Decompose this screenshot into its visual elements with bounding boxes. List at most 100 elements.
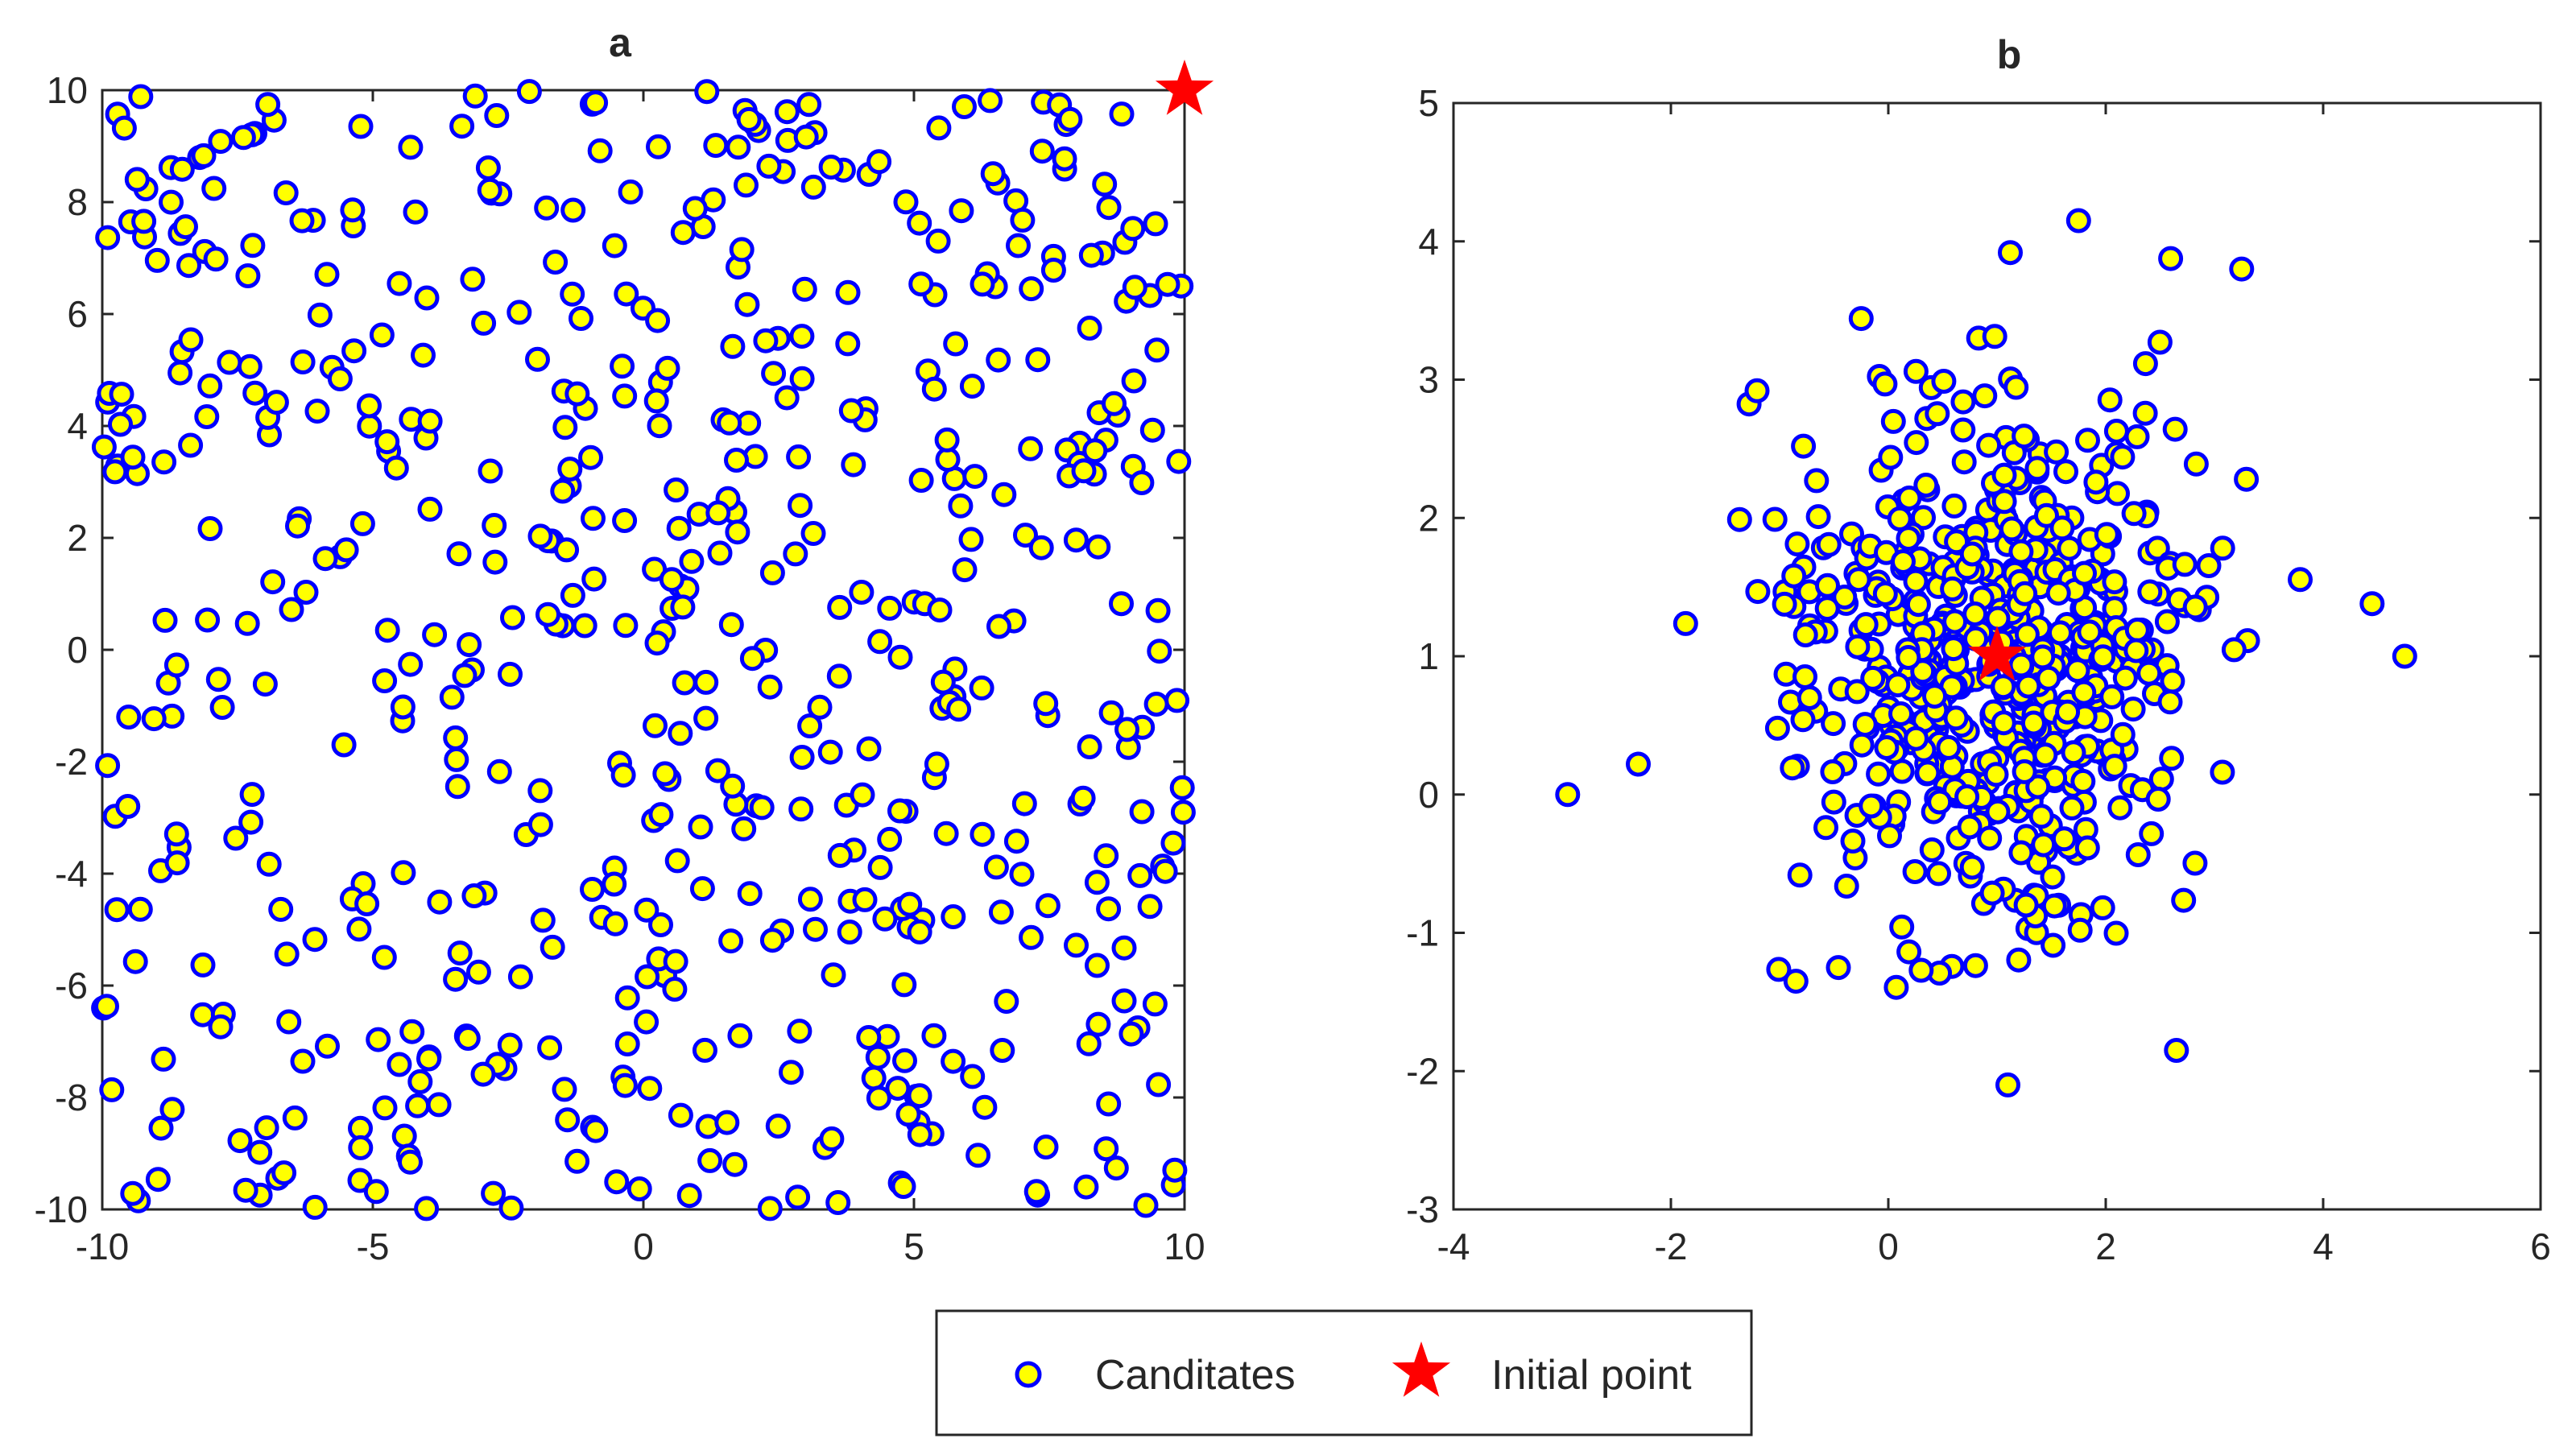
candidate-point bbox=[234, 610, 260, 636]
candidate-point bbox=[720, 333, 746, 359]
candidate-point bbox=[1673, 610, 1698, 636]
candidate-point bbox=[1927, 789, 1953, 815]
candidate-point bbox=[443, 966, 469, 992]
candidate-point bbox=[1102, 391, 1127, 416]
candidate-point bbox=[739, 646, 765, 672]
candidate-point bbox=[1033, 1135, 1059, 1159]
candidate-point bbox=[637, 1076, 663, 1102]
candidate-point bbox=[1127, 862, 1153, 888]
candidate-point bbox=[1903, 568, 1929, 594]
candidate-point bbox=[2154, 609, 2180, 634]
candidate-point bbox=[1082, 438, 1108, 464]
candidate-point bbox=[2013, 892, 2039, 918]
axes-a-title: a bbox=[609, 20, 632, 65]
candidate-point bbox=[2044, 439, 2069, 465]
candidate-point bbox=[1073, 1174, 1099, 1200]
candidate-point bbox=[753, 328, 779, 353]
y-tick-label: -3 bbox=[1406, 1188, 1439, 1230]
candidate-point bbox=[1745, 579, 1771, 605]
candidate-point bbox=[1910, 659, 1936, 684]
candidate-point bbox=[994, 989, 1019, 1015]
candidate-point bbox=[427, 889, 453, 915]
candidate-point bbox=[856, 1025, 882, 1050]
candidate-point bbox=[2162, 416, 2188, 442]
candidate-point bbox=[1010, 207, 1036, 233]
candidate-point bbox=[534, 195, 560, 221]
candidate-point bbox=[779, 1060, 804, 1085]
candidate-point bbox=[173, 214, 198, 240]
candidate-point bbox=[867, 629, 893, 655]
candidate-point bbox=[1852, 712, 1878, 738]
candidate-point bbox=[610, 353, 635, 379]
candidate-point bbox=[1896, 645, 1921, 670]
candidate-point bbox=[201, 176, 227, 201]
candidate-point bbox=[1816, 531, 1842, 557]
candidate-point bbox=[289, 208, 315, 234]
candidate-point bbox=[2121, 501, 2147, 527]
candidate-point bbox=[152, 607, 178, 633]
candidate-point bbox=[1999, 516, 2024, 542]
candidate-point bbox=[2094, 522, 2119, 548]
candidate-point bbox=[1169, 775, 1195, 800]
candidate-point bbox=[452, 663, 478, 688]
candidate-point bbox=[1762, 506, 1788, 532]
candidate-point bbox=[550, 478, 576, 504]
candidate-point bbox=[648, 802, 674, 828]
candidate-point bbox=[94, 994, 119, 1019]
y-tick-label: -2 bbox=[1406, 1050, 1439, 1092]
candidate-point bbox=[2016, 673, 2041, 699]
candidate-point bbox=[757, 674, 783, 700]
candidate-point bbox=[1872, 581, 1898, 606]
candidate-point bbox=[1913, 473, 1939, 498]
x-tick-label: 0 bbox=[633, 1226, 654, 1267]
candidate-point bbox=[260, 569, 286, 595]
candidate-point bbox=[279, 597, 304, 622]
candidate-point bbox=[952, 94, 977, 119]
candidate-point bbox=[461, 883, 487, 908]
candidate-point bbox=[374, 618, 400, 643]
legend-box bbox=[935, 1309, 1753, 1436]
candidate-point bbox=[387, 271, 412, 296]
candidate-point bbox=[1826, 955, 1851, 981]
candidate-point bbox=[583, 1118, 609, 1143]
candidate-point bbox=[564, 1148, 590, 1174]
candidate-point bbox=[2124, 618, 2150, 643]
candidate-point bbox=[891, 972, 917, 998]
candidate-point bbox=[652, 761, 678, 787]
candidate-point bbox=[1941, 493, 1967, 519]
candidate-point bbox=[416, 1046, 441, 1072]
candidate-point bbox=[1063, 527, 1089, 553]
candidate-point bbox=[540, 934, 565, 960]
candidate-point bbox=[648, 912, 673, 937]
candidate-point bbox=[1145, 597, 1171, 623]
candidate-point bbox=[369, 322, 395, 348]
candidate-point bbox=[471, 310, 497, 336]
candidate-point bbox=[2032, 742, 2058, 768]
candidate-point bbox=[2171, 887, 2197, 913]
candidate-point bbox=[327, 366, 353, 391]
candidate-point bbox=[887, 644, 913, 670]
candidate-point bbox=[398, 651, 424, 677]
candidate-point bbox=[727, 1023, 753, 1048]
candidate-point bbox=[788, 796, 814, 822]
candidate-point bbox=[263, 390, 289, 415]
candidate-point bbox=[209, 695, 235, 720]
candidate-point bbox=[144, 247, 170, 273]
y-tick-label: 1 bbox=[1418, 635, 1439, 677]
candidate-point bbox=[655, 355, 680, 381]
candidate-point bbox=[672, 670, 697, 696]
candidate-point bbox=[1096, 195, 1122, 221]
candidate-point bbox=[507, 300, 532, 325]
candidate-point bbox=[1147, 639, 1172, 664]
initial-point-star bbox=[1967, 626, 2027, 681]
axes-a-ticks: -10 -5 0 5 10 -10 -8 -6 -4 -2 0 2 4 6 8 10 bbox=[35, 69, 1205, 1267]
candidate-point bbox=[2006, 947, 2032, 973]
candidate-point bbox=[422, 622, 448, 647]
candidate-point bbox=[893, 189, 919, 215]
candidate-point bbox=[1859, 793, 1884, 819]
candidate-point bbox=[725, 519, 750, 545]
candidate-point bbox=[1821, 711, 1846, 737]
candidate-point bbox=[659, 567, 684, 593]
candidate-point bbox=[1853, 612, 1879, 638]
candidate-point bbox=[164, 850, 190, 876]
